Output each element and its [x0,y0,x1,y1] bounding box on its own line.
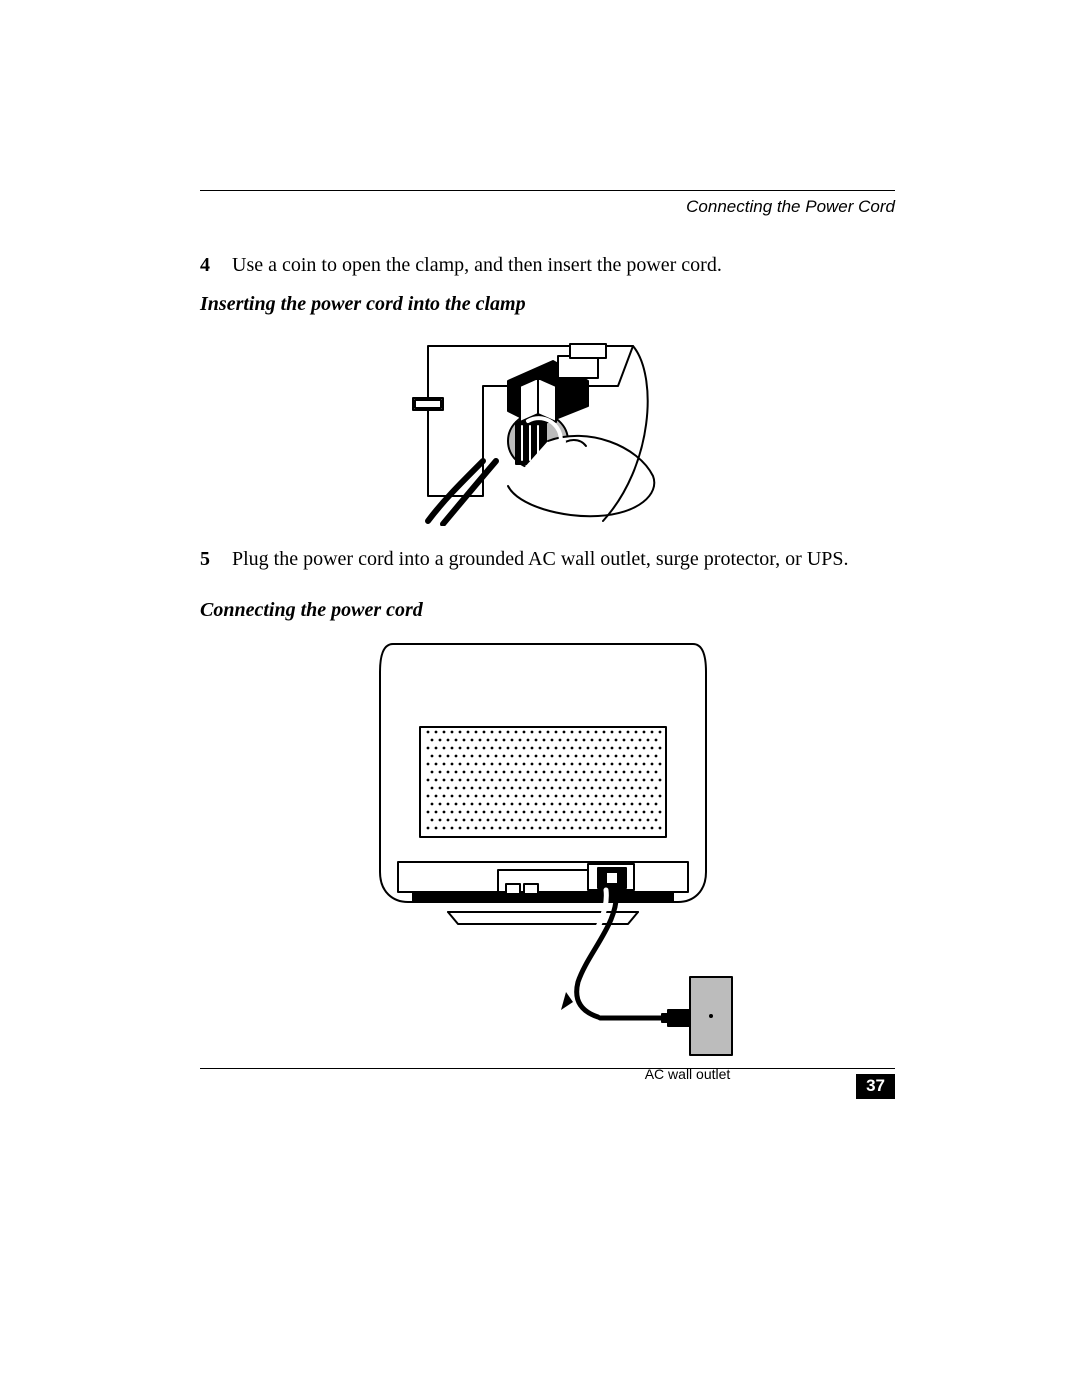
rule-bottom [200,1068,895,1069]
step-5-text: Plug the power cord into a grounded AC w… [232,546,849,573]
page-number: 37 [856,1074,895,1099]
step-4-text: Use a coin to open the clamp, and then i… [232,252,722,279]
figure-clamp [200,326,895,526]
clamp-illustration [388,326,708,526]
caption-clamp: Inserting the power cord into the clamp [200,293,895,316]
monitor-illustration [338,632,758,1062]
step-5: 5 Plug the power cord into a grounded AC… [200,546,895,573]
section-title: Connecting the Power Cord [200,197,895,217]
step-4: 4 Use a coin to open the clamp, and then… [200,252,895,279]
step-4-number: 4 [200,252,232,279]
figure-monitor: AC wall outlet [200,632,895,1082]
caption-cord: Connecting the power cord [200,599,895,622]
rule-top [200,190,895,191]
step-5-number: 5 [200,546,232,573]
page: Connecting the Power Cord 4 Use a coin t… [0,0,1080,1397]
